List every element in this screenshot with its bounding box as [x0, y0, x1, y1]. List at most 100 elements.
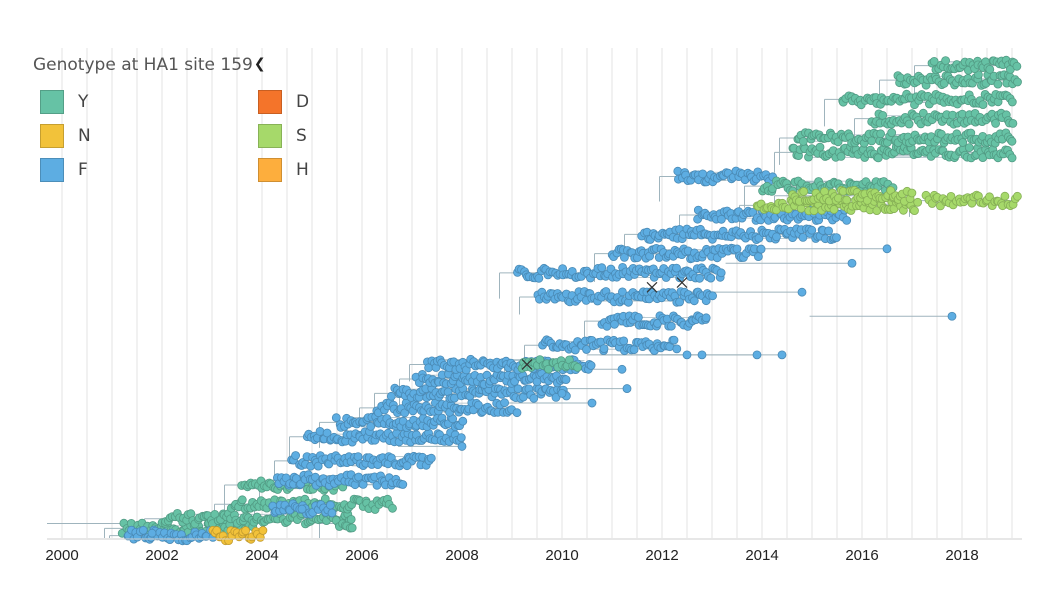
tip-point-outlier: [297, 504, 307, 514]
tip-point-f: [669, 335, 679, 345]
chevron-up-icon[interactable]: ❮: [253, 56, 266, 72]
legend-item-f[interactable]: F: [40, 158, 88, 182]
legend-label-n: N: [78, 126, 91, 146]
tip-point-f: [695, 273, 704, 283]
x-tick-label: 2012: [645, 547, 678, 564]
tip-point-outlier: [847, 258, 857, 268]
legend-label-f: F: [78, 160, 88, 180]
tip-point-f: [716, 268, 726, 278]
tip-point-f: [570, 345, 580, 355]
tip-point-f: [798, 232, 808, 242]
mutation-x-marker: [646, 281, 658, 293]
tip-point-f: [327, 508, 337, 518]
x-tick-label: 2006: [345, 547, 378, 564]
legend-item-n[interactable]: N: [40, 124, 91, 148]
tip-point-s: [913, 197, 923, 207]
legend-item-d[interactable]: D: [258, 90, 309, 114]
tip-point-y: [347, 523, 357, 533]
tip-point-outlier: [557, 388, 567, 398]
tip-point-outlier: [457, 442, 467, 451]
legend-label-h: H: [296, 160, 309, 180]
tip-point-y: [993, 79, 1003, 89]
legend-swatch-s: [258, 124, 282, 148]
tip-point-outlier: [402, 461, 412, 471]
tip-point-f: [138, 525, 148, 535]
tip-point-f: [366, 421, 376, 431]
tip-point-outlier: [777, 350, 787, 360]
tip-point-s: [907, 188, 917, 198]
tip-point-y: [388, 503, 397, 513]
tip-point-y: [876, 129, 885, 139]
tip-point-y: [346, 515, 356, 524]
tree-tips: [117, 55, 1022, 546]
tip-point-y: [1007, 136, 1017, 146]
tip-point-f: [754, 252, 763, 262]
legend-swatch-d: [258, 90, 282, 114]
tip-point-y: [573, 362, 582, 372]
tip-point-f: [824, 226, 833, 236]
tip-point-outlier: [682, 350, 692, 360]
tip-point-outlier: [147, 528, 157, 538]
x-tick-label: 2002: [145, 547, 178, 564]
tip-point-y: [878, 111, 888, 120]
tip-point-f: [675, 297, 684, 307]
tip-point-outlier: [622, 384, 632, 393]
tip-point-outlier: [587, 398, 597, 408]
legend-title[interactable]: Genotype at HA1 site 159 ❮: [33, 55, 266, 75]
legend-swatch-f: [40, 158, 64, 182]
tip-point-f: [398, 480, 408, 489]
tip-point-y: [978, 100, 988, 109]
x-tick-label: 2018: [945, 547, 978, 564]
mutation-markers: [521, 277, 688, 370]
tip-point-y: [887, 128, 897, 138]
tip-point-f: [500, 398, 510, 408]
legend-item-h[interactable]: H: [258, 158, 309, 182]
tip-point-f: [313, 461, 323, 471]
tip-point-n: [258, 526, 268, 535]
legend-swatch-n: [40, 124, 64, 148]
tip-point-f: [353, 452, 363, 462]
tip-point-f: [689, 296, 699, 306]
tip-point-f: [706, 273, 716, 283]
tip-point-y: [320, 494, 330, 504]
x-axis: 2000 2002 2004 2006 2008 2010 2012 2014 2016 2018: [45, 538, 1022, 564]
x-tick-label: 2010: [545, 547, 578, 564]
tip-point-f: [315, 426, 325, 436]
tip-point-f: [832, 233, 841, 243]
tip-point-s: [842, 195, 852, 205]
tip-point-f: [717, 214, 726, 224]
tip-point-f: [672, 263, 681, 273]
tip-point-s: [985, 192, 994, 202]
legend-item-s[interactable]: S: [258, 124, 307, 148]
tip-point-y: [544, 364, 553, 374]
tip-point-y: [904, 119, 914, 129]
tip-point-f: [666, 321, 676, 331]
tip-point-outlier: [617, 364, 627, 374]
tip-point-f: [331, 413, 341, 423]
tip-point-f: [400, 408, 410, 418]
tip-point-f: [701, 313, 711, 323]
tip-point-f: [529, 393, 539, 403]
tip-point-f: [772, 232, 781, 242]
tip-point-y: [964, 143, 974, 153]
tip-point-y: [836, 151, 846, 161]
tip-point-y: [958, 138, 968, 147]
x-tick-label: 2008: [445, 547, 478, 564]
tip-point-f: [619, 336, 629, 346]
tip-point-y: [1007, 153, 1017, 163]
tip-point-f: [458, 416, 468, 426]
tip-point-f: [561, 375, 571, 385]
legend-item-y[interactable]: Y: [40, 90, 88, 114]
tip-point-f: [386, 391, 396, 401]
x-tick-label: 2000: [45, 547, 78, 564]
tip-point-y: [929, 57, 939, 66]
tip-point-f: [582, 345, 591, 354]
x-tick-label: 2016: [845, 547, 878, 564]
x-tick-label: 2014: [745, 547, 778, 564]
tip-point-outlier: [752, 350, 762, 360]
mutation-x-marker: [521, 359, 533, 370]
tip-point-y: [918, 108, 928, 118]
tip-point-f: [597, 263, 607, 273]
legend-swatch-h: [258, 158, 282, 182]
